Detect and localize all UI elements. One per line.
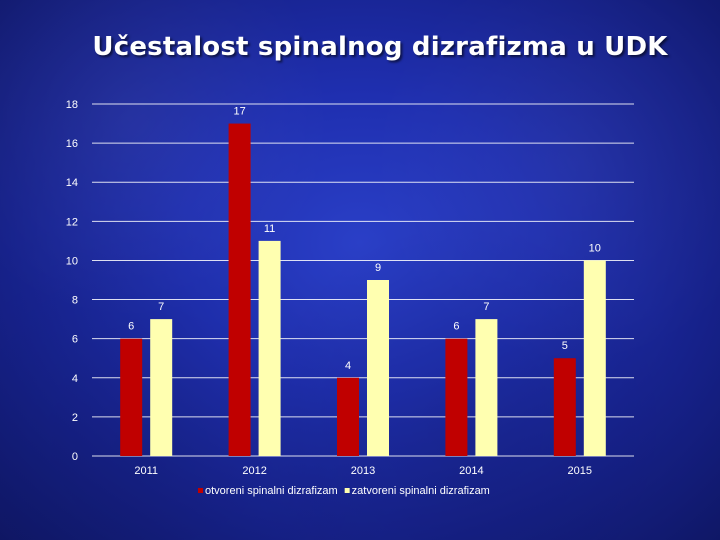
data-label: 17 bbox=[233, 106, 245, 118]
bar-zatvoreni-2013 bbox=[367, 280, 389, 456]
data-label: 9 bbox=[375, 262, 381, 274]
x-axis-tick-labels: 2011 2012 2013 2014 2015 bbox=[134, 465, 592, 477]
data-label: 6 bbox=[453, 321, 459, 333]
x-tick-label: 2015 bbox=[568, 465, 592, 477]
y-tick-label: 4 bbox=[72, 373, 78, 385]
legend-swatch bbox=[344, 488, 350, 493]
y-tick-label: 6 bbox=[72, 334, 78, 346]
bar-otvoreni-2015 bbox=[553, 358, 576, 456]
x-tick-label: 2013 bbox=[351, 465, 375, 477]
data-label: 6 bbox=[128, 321, 134, 333]
data-label: 10 bbox=[589, 242, 601, 254]
bar-zatvoreni-2011 bbox=[150, 319, 173, 456]
data-labels: 6 7 17 11 4 9 6 7 5 10 bbox=[128, 106, 601, 372]
bar-zatvoreni-2015 bbox=[583, 260, 606, 456]
legend-swatch bbox=[198, 488, 203, 493]
data-label: 7 bbox=[158, 301, 164, 313]
legend-label: otvoreni spinalni dizrafizam bbox=[205, 485, 338, 497]
legend-label: zatvoreni spinalni dizrafizam bbox=[352, 485, 490, 497]
y-tick-label: 2 bbox=[72, 412, 78, 424]
bar-otvoreni-2012 bbox=[228, 123, 251, 457]
data-label: 5 bbox=[562, 340, 568, 352]
bar-zatvoreni-2012 bbox=[258, 240, 281, 456]
y-tick-label: 10 bbox=[66, 255, 78, 267]
y-tick-label: 18 bbox=[66, 99, 78, 111]
y-tick-label: 8 bbox=[72, 295, 78, 307]
chart-title: Učestalost spinalnog dizrafizma u UDK bbox=[92, 32, 668, 62]
y-tick-label: 14 bbox=[66, 177, 78, 189]
y-tick-label: 12 bbox=[66, 216, 78, 228]
x-tick-label: 2012 bbox=[242, 465, 266, 477]
bar-otvoreni-2013 bbox=[337, 377, 359, 456]
bar-zatvoreni-2014 bbox=[475, 319, 498, 456]
y-tick-label: 0 bbox=[72, 451, 78, 463]
legend: otvoreni spinalni dizrafizam zatvoreni sp… bbox=[198, 485, 490, 497]
bar-otvoreni-2011 bbox=[120, 338, 143, 456]
data-label: 4 bbox=[345, 360, 351, 372]
y-tick-label: 16 bbox=[66, 138, 78, 150]
x-tick-label: 2014 bbox=[459, 465, 483, 477]
y-axis-tick-labels: 0 2 4 6 8 10 12 14 16 18 bbox=[66, 99, 78, 463]
data-label: 11 bbox=[264, 223, 275, 235]
grid-layer bbox=[92, 103, 634, 457]
x-tick-label: 2011 bbox=[134, 465, 158, 477]
data-label: 7 bbox=[483, 301, 489, 313]
bar-otvoreni-2014 bbox=[445, 338, 468, 456]
bars bbox=[120, 123, 606, 457]
